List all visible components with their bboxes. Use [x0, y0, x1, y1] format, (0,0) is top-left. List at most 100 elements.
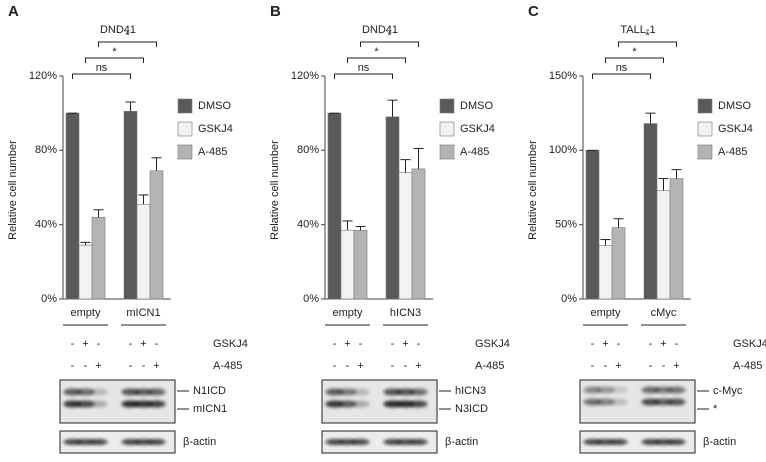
actin-band	[409, 439, 428, 445]
blot-band	[667, 398, 686, 406]
y-axis-label: Relative cell number	[269, 140, 281, 240]
error-bar	[613, 218, 624, 228]
significance-label: *	[645, 30, 650, 42]
treatment-sign: -	[333, 360, 337, 372]
treatment-sign: -	[391, 360, 395, 372]
treatment-sign: -	[71, 360, 75, 372]
y-tick-label: 0%	[561, 293, 577, 305]
actin-band	[63, 439, 82, 445]
loading-blot	[321, 430, 438, 454]
blot-band	[325, 388, 344, 396]
treatment-sign: -	[591, 360, 595, 372]
treatment-sign: -	[417, 338, 421, 350]
blot-label: N3ICD	[455, 403, 488, 415]
y-tick-label: 150%	[549, 70, 577, 82]
blot-band	[325, 400, 344, 408]
treatment-sign: +	[660, 338, 666, 350]
y-tick-label: 40%	[297, 219, 319, 231]
blot-band	[147, 400, 166, 408]
legend-label: GSKJ4	[460, 123, 495, 135]
treatment-sign: -	[617, 338, 621, 350]
panel-letter: A	[8, 3, 19, 20]
treatment-sign: +	[402, 338, 408, 350]
bar	[65, 112, 80, 300]
y-tick-label: 50%	[555, 219, 577, 231]
treatment-name: A-485	[733, 360, 762, 372]
bar	[656, 190, 671, 300]
treatment-sign: -	[142, 360, 146, 372]
blot-band	[654, 386, 673, 394]
treatment-sign: -	[604, 360, 608, 372]
blot-band	[76, 388, 95, 396]
y-tick-label: 80%	[297, 144, 319, 156]
treatment-sign: -	[333, 338, 337, 350]
actin-band	[609, 439, 628, 445]
significance-label: ns	[96, 62, 108, 74]
treatment-sign: -	[649, 338, 653, 350]
treatment-sign: -	[129, 360, 133, 372]
actin-band	[121, 439, 140, 445]
bar	[411, 168, 426, 300]
blot-band	[351, 388, 370, 396]
error-bar	[355, 226, 366, 231]
actin-band	[89, 439, 108, 445]
blot-band	[383, 388, 402, 396]
bar	[78, 244, 93, 300]
x-tick-label: cMyc	[651, 307, 677, 319]
blot-label: mICN1	[193, 403, 227, 415]
blot-band	[383, 400, 402, 408]
error-bar	[342, 220, 353, 231]
loading-label: β-actin	[445, 436, 478, 448]
treatment-sign: +	[673, 360, 679, 372]
error-bar	[671, 169, 682, 179]
error-bar	[93, 209, 104, 218]
bar	[136, 203, 151, 300]
legend-swatch	[697, 144, 713, 160]
bar	[398, 172, 413, 300]
actin-band	[596, 439, 615, 445]
blot-band	[654, 398, 673, 406]
y-tick-label: 120%	[291, 70, 319, 82]
error-bar	[400, 159, 411, 173]
legend-label: DMSO	[460, 100, 493, 112]
blot-band	[609, 386, 628, 394]
treatment-name: A-485	[213, 360, 242, 372]
treatment-sign: +	[95, 360, 101, 372]
blot-band	[121, 400, 140, 408]
y-axis-label: Relative cell number	[7, 140, 19, 240]
y-axis-label: Relative cell number	[527, 140, 539, 240]
significance-bracket	[72, 73, 131, 79]
blot-band	[583, 398, 602, 406]
blot-band	[396, 388, 415, 396]
x-tick-label: hICN3	[390, 307, 421, 319]
blot-band	[63, 400, 82, 408]
chart-title: TALL-1	[620, 24, 655, 36]
y-tick-label: 0%	[303, 293, 319, 305]
blot-band	[89, 388, 108, 396]
significance-bracket	[347, 57, 406, 63]
bar	[669, 178, 684, 300]
bar	[385, 116, 400, 300]
significance-label: *	[374, 46, 379, 58]
actin-band	[383, 439, 402, 445]
legend-label: DMSO	[718, 100, 751, 112]
actin-band	[338, 439, 357, 445]
treatment-sign: -	[155, 338, 159, 350]
loading-blot	[59, 430, 176, 454]
treatment-sign: -	[359, 338, 363, 350]
significance-bracket	[334, 73, 393, 79]
legend-swatch	[439, 98, 455, 114]
significance-label: ns	[358, 62, 370, 74]
bar	[611, 227, 626, 300]
treatment-sign: -	[71, 338, 75, 350]
treatment-sign: +	[415, 360, 421, 372]
error-bar	[413, 147, 424, 169]
bar	[340, 229, 355, 300]
actin-band	[583, 439, 602, 445]
x-tick-label: empty	[333, 307, 363, 319]
legend-label: GSKJ4	[718, 123, 753, 135]
panel-letter: C	[528, 3, 539, 20]
treatment-name: GSKJ4	[213, 338, 248, 350]
